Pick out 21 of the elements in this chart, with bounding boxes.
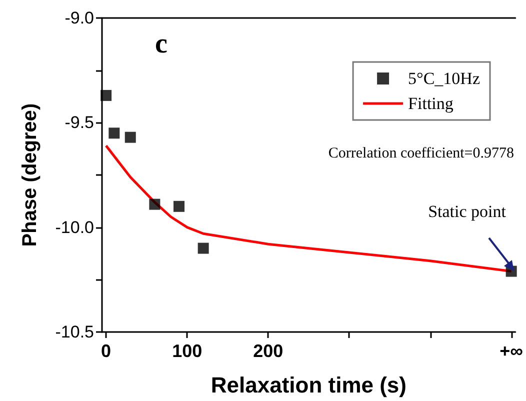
point	[174, 200, 184, 212]
y-tick-label: -10.0	[55, 218, 94, 237]
point	[124, 132, 136, 143]
annotation: c	[155, 28, 168, 60]
point	[198, 242, 209, 254]
y-tick-label: -10.5	[55, 322, 94, 342]
point	[149, 198, 160, 210]
x-tick-label: 200	[253, 341, 284, 361]
legend-label: 5°C_10Hz	[408, 69, 480, 88]
y-axis-title: Phase (degree)	[19, 103, 41, 247]
annotation: Correlation coefficient=0.9778	[328, 146, 514, 162]
point	[100, 90, 112, 101]
y-tick-label: -9.0	[64, 8, 94, 28]
x-tick-label: 0	[101, 341, 112, 361]
x-tick-label: 100	[172, 341, 202, 361]
annotation: Static point	[428, 202, 506, 221]
x-tick-label: +∞	[500, 341, 524, 361]
legend-label: Fitting	[408, 94, 454, 113]
point	[108, 128, 120, 139]
y-tick-label: -9.5	[64, 113, 94, 132]
x-axis-title: Relaxation time (s)	[210, 372, 406, 398]
